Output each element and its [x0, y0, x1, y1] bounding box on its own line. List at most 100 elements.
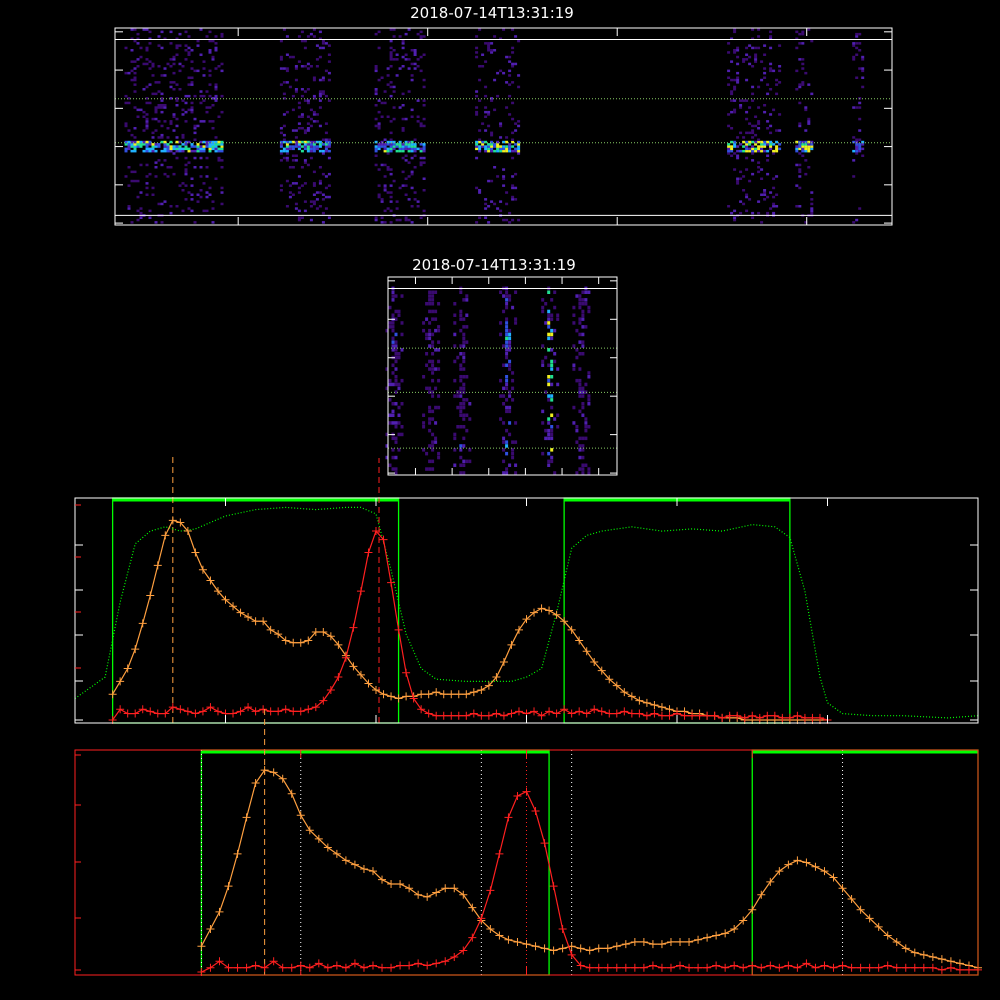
heatmap-pixel — [300, 166, 304, 169]
heatmap-pixel — [151, 145, 155, 148]
heatmap-pixel — [327, 184, 331, 187]
red-data-point — [829, 963, 838, 972]
heatmap-pixel — [389, 85, 393, 89]
heatmap-pixel — [459, 409, 463, 414]
heatmap-pixel — [511, 156, 515, 160]
heatmap-pixel — [757, 211, 761, 215]
heatmap-pixel — [130, 179, 134, 183]
red-data-point — [266, 707, 275, 716]
heatmap-pixel — [550, 448, 554, 452]
heatmap-pixel — [581, 402, 585, 406]
heatmap-pixel — [858, 67, 862, 70]
heatmap-pixel — [394, 436, 398, 441]
heatmap-pixel — [391, 363, 395, 367]
heatmap-pixel — [217, 65, 221, 68]
heatmap-pixel — [208, 120, 212, 123]
red-data-point — [378, 963, 387, 972]
heatmap-pixel — [282, 149, 286, 153]
heatmap-pixel — [410, 170, 414, 174]
heatmap-pixel — [312, 78, 316, 82]
heatmap-pixel — [778, 69, 782, 73]
heatmap-pixel — [377, 184, 381, 187]
heatmap-pixel — [754, 133, 758, 137]
heatmap-pixel — [496, 71, 500, 75]
heatmap-pixel — [478, 65, 482, 68]
heatmap-pixel — [798, 163, 802, 167]
red-data-point — [545, 707, 554, 716]
orange-data-point — [206, 576, 215, 585]
heatmap-pixel — [760, 168, 764, 171]
orange-data-point — [359, 864, 368, 873]
heatmap-pixel — [220, 145, 224, 148]
heatmap-pixel — [769, 67, 773, 70]
heatmap-pixel — [511, 138, 515, 141]
heatmap-pixel — [303, 131, 307, 135]
heatmap-pixel — [187, 51, 191, 54]
heatmap-pixel — [190, 209, 194, 213]
heatmap-pixel — [184, 172, 188, 176]
heatmap-pixel — [505, 375, 509, 379]
heatmap-pixel — [769, 143, 773, 146]
heatmap-pixel — [324, 195, 328, 199]
heatmap-pixel — [733, 88, 737, 91]
heatmap-pixel — [739, 177, 743, 180]
heatmap-pixel — [475, 147, 479, 151]
heatmap-pixel — [769, 124, 773, 128]
heatmap-pixel — [505, 340, 509, 344]
heatmap-pixel — [493, 108, 497, 112]
heatmap-pixel — [157, 120, 161, 123]
heatmap-pixel — [778, 65, 782, 68]
heatmap-pixel — [739, 143, 743, 146]
heatmap-pixel — [413, 49, 417, 52]
zoom-heatmap-frame — [387, 276, 618, 476]
red-data-point — [856, 963, 865, 972]
red-data-point — [394, 625, 403, 634]
heatmap-pixel — [431, 378, 435, 383]
heatmap-pixel — [416, 99, 420, 102]
red-data-point — [242, 963, 251, 972]
heatmap-pixel — [220, 147, 224, 151]
heatmap-pixel — [395, 143, 399, 146]
heatmap-pixel — [730, 154, 734, 157]
heatmap-pixel — [490, 200, 494, 203]
heatmap-pixel — [145, 140, 149, 144]
heatmap-pixel — [187, 35, 191, 38]
heatmap-pixel — [130, 170, 134, 174]
heatmap-pixel — [547, 382, 551, 387]
heatmap-pixel — [404, 117, 408, 121]
heatmap-pixel — [377, 122, 381, 125]
heatmap-pixel — [303, 143, 307, 146]
heatmap-pixel — [769, 46, 773, 50]
heatmap-pixel — [285, 35, 289, 38]
red-data-point — [793, 711, 802, 720]
heatmap-pixel — [394, 375, 398, 379]
heatmap-pixel — [736, 145, 740, 148]
heatmap-pixel — [804, 140, 808, 144]
heatmap-pixel — [587, 375, 591, 379]
orange-data-point — [131, 645, 140, 654]
heatmap-pixel — [181, 143, 185, 146]
heatmap-pixel — [508, 294, 512, 298]
heatmap-pixel — [145, 127, 149, 130]
heatmap-pixel — [858, 129, 862, 132]
heatmap-pixel — [181, 133, 185, 137]
heatmap-pixel — [757, 85, 761, 89]
heatmap-pixel — [581, 386, 585, 391]
heatmap-pixel — [282, 140, 286, 144]
heatmap-pixel — [309, 200, 313, 203]
heatmap-pixel — [766, 195, 770, 199]
heatmap-pixel — [505, 325, 509, 329]
heatmap-pixel — [303, 90, 307, 93]
heatmap-pixel — [484, 216, 488, 219]
heatmap-pixel — [282, 133, 286, 137]
heatmap-pixel — [288, 147, 292, 151]
heatmap-pixel — [804, 172, 808, 176]
heatmap-pixel — [389, 39, 393, 43]
heatmap-pixel — [394, 352, 398, 356]
heatmap-pixel — [772, 177, 776, 180]
heatmap-pixel — [763, 143, 767, 146]
orange-data-point — [650, 700, 659, 709]
red-data-point — [432, 959, 441, 968]
heatmap-pixel — [190, 67, 194, 70]
heatmap-pixel — [419, 163, 423, 167]
